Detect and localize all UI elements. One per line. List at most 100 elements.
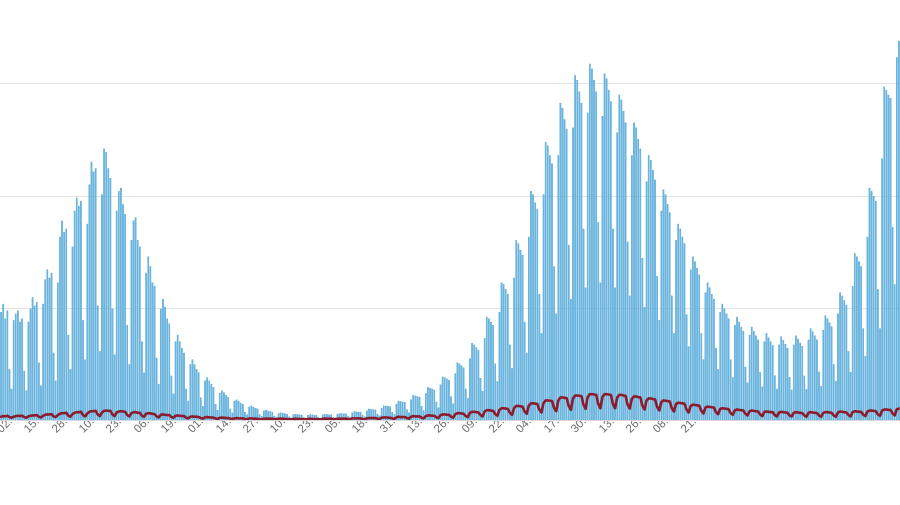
bar (641, 258, 644, 421)
bar (469, 358, 471, 421)
bar (218, 393, 221, 421)
bar (12, 320, 15, 421)
bar (401, 401, 404, 421)
bar (248, 406, 251, 421)
bar (458, 363, 461, 421)
bar (448, 379, 450, 421)
bar (172, 393, 175, 421)
bar (723, 308, 726, 421)
bar (29, 308, 32, 421)
bar (744, 366, 747, 421)
bar (456, 362, 459, 421)
bar (847, 351, 850, 421)
bar (504, 289, 507, 421)
bar (254, 408, 257, 421)
bar (492, 325, 494, 421)
bar (656, 276, 658, 421)
bar (673, 333, 675, 421)
bar (8, 369, 11, 421)
bar (837, 313, 839, 421)
bar (429, 387, 431, 421)
bar (717, 369, 719, 421)
bar (35, 302, 38, 421)
bar (202, 406, 204, 421)
bar (99, 351, 101, 421)
bar (380, 408, 383, 421)
bar (881, 158, 883, 421)
bar (841, 295, 843, 421)
bar (437, 407, 440, 421)
bar (38, 362, 40, 421)
bar (164, 307, 166, 421)
gridline-middle (0, 196, 900, 197)
bar (734, 325, 736, 421)
bar (643, 307, 646, 421)
bar (233, 400, 236, 421)
bar (706, 282, 709, 421)
bar (160, 308, 162, 421)
x-axis-tick-labels: 02.03.202115.03.202128.03.202110.04.2021… (0, 421, 900, 505)
bar (170, 375, 173, 421)
bar (877, 289, 879, 421)
bar (14, 313, 17, 421)
bar (397, 400, 400, 421)
bar (403, 402, 406, 421)
bar (595, 91, 597, 421)
bar (111, 308, 114, 421)
bar (603, 73, 606, 421)
bar (788, 377, 791, 421)
bar (494, 363, 497, 421)
bar (864, 356, 867, 421)
bar-series-daily-cases (0, 40, 900, 421)
bar (803, 375, 806, 421)
bar (279, 412, 282, 421)
bar (628, 295, 631, 421)
bar (389, 406, 391, 421)
axis-baseline (0, 420, 900, 421)
bar (750, 326, 753, 421)
bar (424, 393, 427, 421)
bar (126, 325, 129, 421)
bar (500, 282, 503, 421)
bar (427, 387, 429, 421)
bar (212, 387, 215, 421)
deaths-line (0, 392, 900, 421)
bar (635, 127, 637, 421)
bar (811, 331, 814, 421)
bar (671, 295, 673, 421)
bar (223, 392, 225, 421)
bar (406, 409, 408, 421)
bar (151, 282, 154, 421)
bar (580, 102, 583, 421)
bar (559, 102, 562, 421)
bar (889, 98, 892, 421)
bar (624, 122, 627, 421)
bar (700, 333, 703, 421)
bar (784, 344, 787, 421)
bar (473, 344, 476, 421)
bar (607, 89, 610, 421)
bar (753, 330, 755, 421)
bar (767, 337, 770, 421)
bar (761, 386, 764, 421)
bar (328, 414, 330, 421)
bar (849, 372, 852, 421)
bar (601, 116, 604, 421)
bar (633, 122, 635, 421)
bar (54, 380, 57, 421)
bar (483, 338, 486, 421)
bar (420, 406, 423, 421)
bar (237, 400, 240, 421)
bar (828, 322, 831, 421)
bar (446, 378, 448, 421)
bar (540, 333, 543, 421)
bar (572, 127, 574, 421)
bar (195, 369, 198, 421)
bar (725, 313, 728, 421)
bar (771, 345, 774, 421)
bar (460, 365, 463, 421)
bar (355, 411, 358, 421)
bar (742, 330, 745, 421)
bar (885, 89, 888, 421)
